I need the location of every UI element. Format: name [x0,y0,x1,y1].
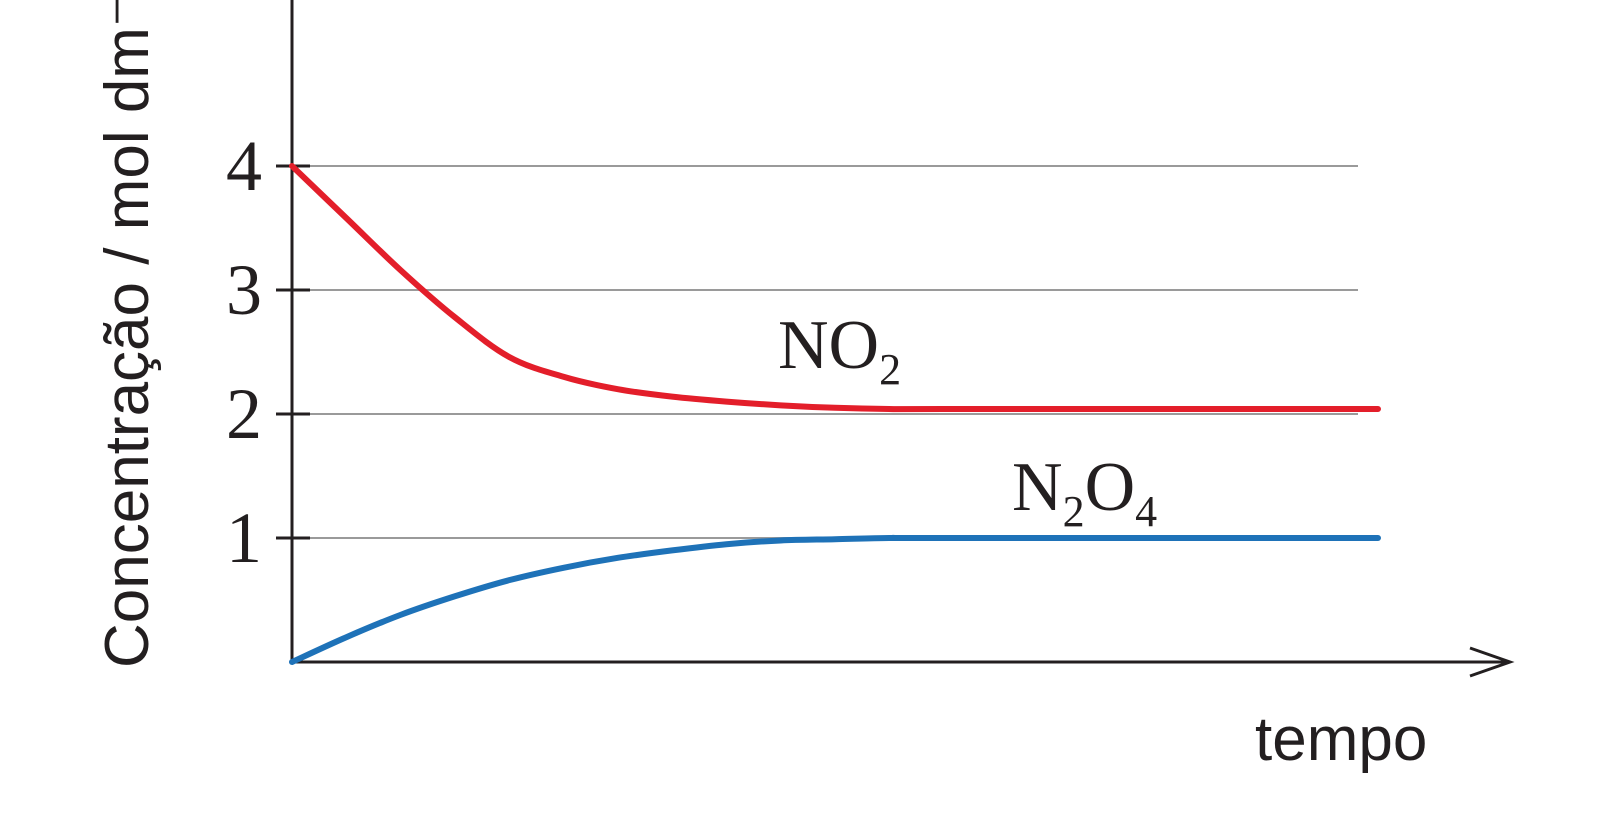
y-tick-label-2: 2 [226,374,262,454]
x-axis-arrow-icon [1469,646,1515,678]
series-lines [289,163,1381,665]
y-tick-label-4: 4 [226,126,262,206]
series-label-n2o4-sub2: 2 [1063,487,1085,536]
series-label-n2o4-o: O [1085,449,1136,526]
series-label-n2o4-sub4: 4 [1135,487,1157,536]
y-tick-label-1: 1 [226,498,262,578]
axes [290,0,1515,678]
y-ticks: 1 2 3 4 [226,126,310,578]
series-label-n2o4: N2O4 [1012,449,1157,536]
series-line-n2o4 [289,534,1381,665]
series-line-no2 [289,163,1381,413]
series-label-no2-main: NO [778,307,879,384]
series-label-n2o4-n: N [1012,449,1063,526]
series-label-no2: NO2 [778,307,901,394]
series-label-no2-sub: 2 [879,345,901,394]
y-tick-label-3: 3 [226,250,262,330]
y-axis-label: Concentração / mol dm⁻³ [93,0,162,668]
x-axis-label: tempo [1255,705,1427,774]
